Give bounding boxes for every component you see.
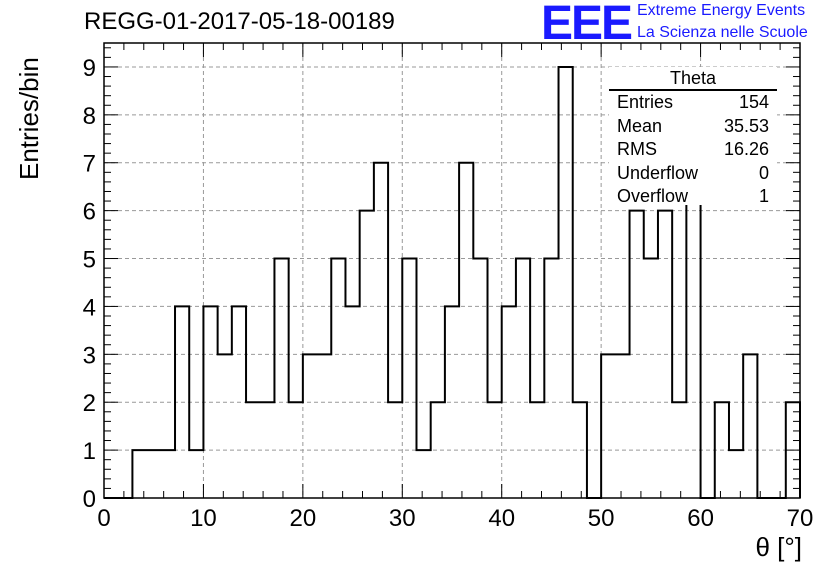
x-tick-label: 60	[687, 505, 714, 532]
x-axis-label: θ [°]	[755, 532, 802, 562]
stats-label: Entries	[617, 92, 674, 112]
y-tick-label: 2	[83, 390, 96, 417]
y-tick-label: 8	[83, 103, 96, 130]
y-tick-label: 4	[83, 294, 96, 321]
stats-row-rms: RMS 16.26	[609, 138, 777, 162]
y-tick-label: 6	[83, 199, 96, 226]
x-tick-label: 30	[389, 505, 416, 532]
stats-label: Overflow	[617, 186, 689, 206]
stats-label: Mean	[617, 115, 663, 136]
x-tick-label: 20	[290, 505, 317, 532]
x-tick-label: 70	[787, 505, 814, 532]
y-tick-label: 9	[83, 55, 96, 82]
stats-value: 0	[758, 162, 769, 183]
eee-logo: EEE	[541, 0, 633, 50]
y-tick-label: 3	[83, 342, 96, 369]
x-tick-label: 10	[190, 505, 217, 532]
y-tick-label: 1	[83, 438, 96, 465]
y-tick-label: 7	[83, 151, 96, 178]
plot-title: REGG-01-2017-05-18-00189	[84, 8, 395, 35]
y-tick-label: 0	[83, 486, 96, 513]
stats-row-underflow: Underflow 0	[609, 162, 777, 186]
x-tick-label: 40	[488, 505, 515, 532]
stats-box: Theta Entries 154 Mean 35.53 RMS 16.26 U…	[609, 67, 777, 206]
y-axis-label: Entries/bin	[14, 57, 44, 180]
logo-line-1: Extreme Energy Events	[637, 2, 806, 19]
stats-row-entries: Entries 154	[609, 91, 777, 115]
stats-label: RMS	[617, 139, 657, 159]
stats-row-overflow: Overflow 1	[609, 185, 777, 209]
x-tick-label: 50	[588, 505, 615, 532]
plot-frame	[103, 42, 801, 499]
stats-box-title: Theta	[609, 67, 777, 91]
stats-label: Underflow	[617, 162, 699, 183]
stats-value: 154	[738, 92, 769, 112]
stats-row-mean: Mean 35.53	[609, 115, 777, 139]
stats-value: 16.26	[723, 139, 769, 159]
logo-line-2: La Scienza nelle Scuole	[637, 24, 808, 41]
stats-value: 1	[758, 186, 769, 206]
x-tick-label: 0	[97, 505, 110, 532]
y-tick-label: 5	[83, 247, 96, 274]
stats-value: 35.53	[723, 115, 769, 136]
